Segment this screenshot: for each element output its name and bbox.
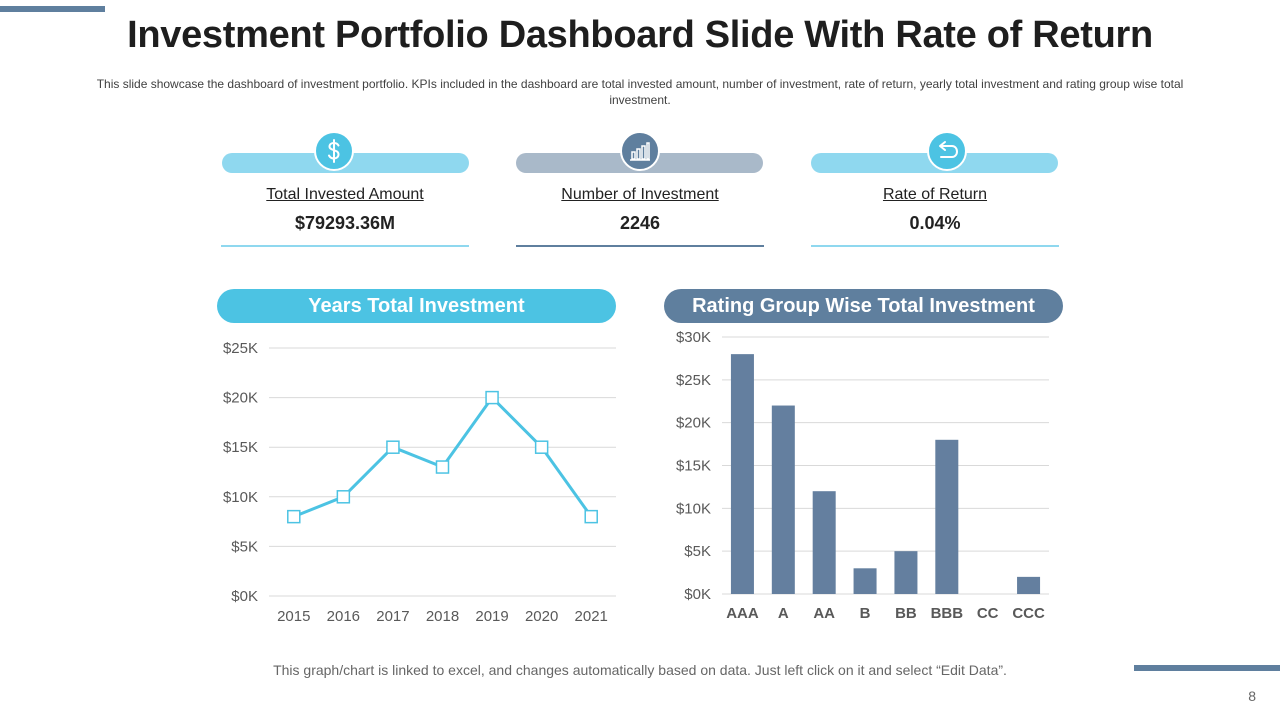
kpi-value-number-investment: 2246 — [619, 213, 661, 233]
dollar-icon — [314, 131, 354, 171]
y-tick-label: $10K — [676, 500, 711, 517]
y-tick-label: $15K — [676, 458, 711, 475]
x-tick-label: CCC — [1012, 605, 1045, 622]
bar — [730, 354, 754, 594]
y-tick-label: $5K — [231, 538, 258, 555]
x-tick-label: CC — [977, 605, 999, 622]
x-tick-label: 2017 — [376, 608, 409, 625]
data-point — [336, 490, 351, 504]
y-tick-label: $0K — [231, 588, 258, 605]
data-point — [534, 440, 549, 454]
x-tick-label: 2018 — [426, 608, 459, 625]
page-subtitle: This slide showcase the dashboard of inv… — [96, 77, 1184, 107]
kpi-label-total-invested: Total Invested Amount — [266, 186, 424, 203]
bar — [771, 405, 795, 594]
bottom-accent-bar — [1134, 665, 1280, 671]
x-tick-label: AAA — [726, 605, 759, 622]
x-tick-label: BBB — [931, 605, 964, 622]
data-point — [287, 509, 301, 524]
kpi-label-number-investment: Number of Investment — [561, 186, 719, 203]
bar — [853, 568, 877, 594]
data-point — [485, 390, 499, 405]
y-tick-label: $25K — [676, 372, 711, 389]
y-tick-label: $20K — [676, 415, 711, 432]
footer-note: This graph/chart is linked to excel, and… — [273, 662, 1007, 678]
bar — [812, 491, 836, 594]
y-tick-label: $0K — [684, 586, 711, 603]
data-point — [386, 440, 400, 454]
x-tick-label: 2019 — [475, 608, 508, 625]
bar — [894, 551, 918, 594]
years-total-investment-chart: $0K $5K $10K $15K $20K $25K 2015 2016 2017 2018 20… — [223, 340, 616, 625]
x-tick-label: 2016 — [327, 608, 360, 625]
kpi-label-rate-of-return: Rate of Return — [882, 186, 988, 203]
bar-chart-header: Rating Group Wise Total Investment — [664, 289, 1063, 323]
y-tick-label: $10K — [223, 489, 258, 506]
top-accent-bar — [0, 6, 105, 12]
y-tick-label: $5K — [684, 543, 711, 560]
y-tick-label: $20K — [223, 390, 258, 407]
kpi-underline — [516, 245, 764, 247]
kpi-underline — [811, 245, 1059, 247]
x-tick-label: AA — [813, 605, 835, 622]
page-number: 8 — [1248, 688, 1256, 704]
x-tick-label: BB — [895, 605, 917, 622]
kpi-underline — [221, 245, 469, 247]
bar — [1017, 576, 1041, 594]
kpi-value-rate-of-return: 0.04% — [909, 213, 961, 233]
y-tick-label: $15K — [223, 439, 258, 456]
bar — [935, 439, 959, 594]
y-tick-label: $30K — [676, 329, 711, 346]
x-tick-label: 2020 — [525, 608, 558, 625]
x-tick-label: 2015 — [277, 608, 310, 625]
data-point — [435, 460, 450, 474]
data-point — [584, 509, 598, 524]
x-tick-label: A — [778, 605, 789, 622]
line-chart-header: Years Total Investment — [217, 289, 616, 323]
return-arrow-icon — [927, 131, 967, 171]
kpi-value-total-invested: $79293.36M — [294, 213, 396, 233]
bar-chart-icon — [620, 131, 660, 171]
page-title: Investment Portfolio Dashboard Slide Wit… — [127, 14, 1153, 56]
x-tick-label: 2021 — [575, 608, 608, 625]
y-tick-label: $25K — [223, 340, 258, 357]
x-tick-label: B — [860, 605, 871, 622]
